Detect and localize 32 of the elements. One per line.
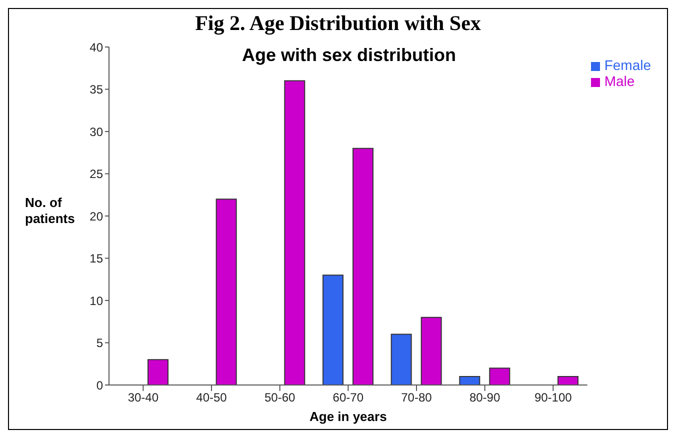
legend-label: Male	[604, 73, 635, 89]
bar	[489, 368, 510, 385]
bar	[322, 274, 344, 385]
bar	[420, 316, 442, 385]
x-tick-label: 90-100	[534, 390, 572, 405]
bar	[459, 376, 480, 385]
y-tick-label: 35	[90, 82, 104, 97]
y-tick-label: 40	[90, 40, 104, 54]
y-tick-label: 15	[90, 252, 104, 266]
bar	[148, 359, 168, 385]
y-tick-label: 0	[96, 378, 104, 392]
bar	[352, 148, 374, 385]
y-tick-label: 10	[90, 294, 104, 308]
y-axis-title: No. of patients	[25, 195, 75, 226]
x-tick-label: 40-50	[196, 390, 228, 405]
x-tick-label: 80-90	[469, 390, 500, 405]
bar	[390, 334, 412, 385]
legend-label: Female	[604, 57, 651, 73]
x-axis-title: Age in years	[309, 409, 387, 424]
x-tick-label: 70-80	[401, 390, 432, 405]
chart-subtitle: Age with sex distribution	[240, 45, 457, 66]
y-tick-label: 5	[96, 336, 104, 350]
x-tick-label: 60-70	[332, 390, 364, 405]
y-tick-label: 20	[90, 209, 104, 224]
x-tick-label: 50-60	[264, 390, 296, 405]
chart-title: Fig 2. Age Distribution with Sex	[194, 11, 482, 36]
x-tick-label: 30-40	[128, 390, 159, 405]
bar	[216, 198, 237, 385]
y-tick-label: 30	[90, 124, 104, 139]
bar	[284, 80, 306, 385]
bar	[557, 376, 578, 385]
y-tick-label: 25	[90, 167, 104, 182]
